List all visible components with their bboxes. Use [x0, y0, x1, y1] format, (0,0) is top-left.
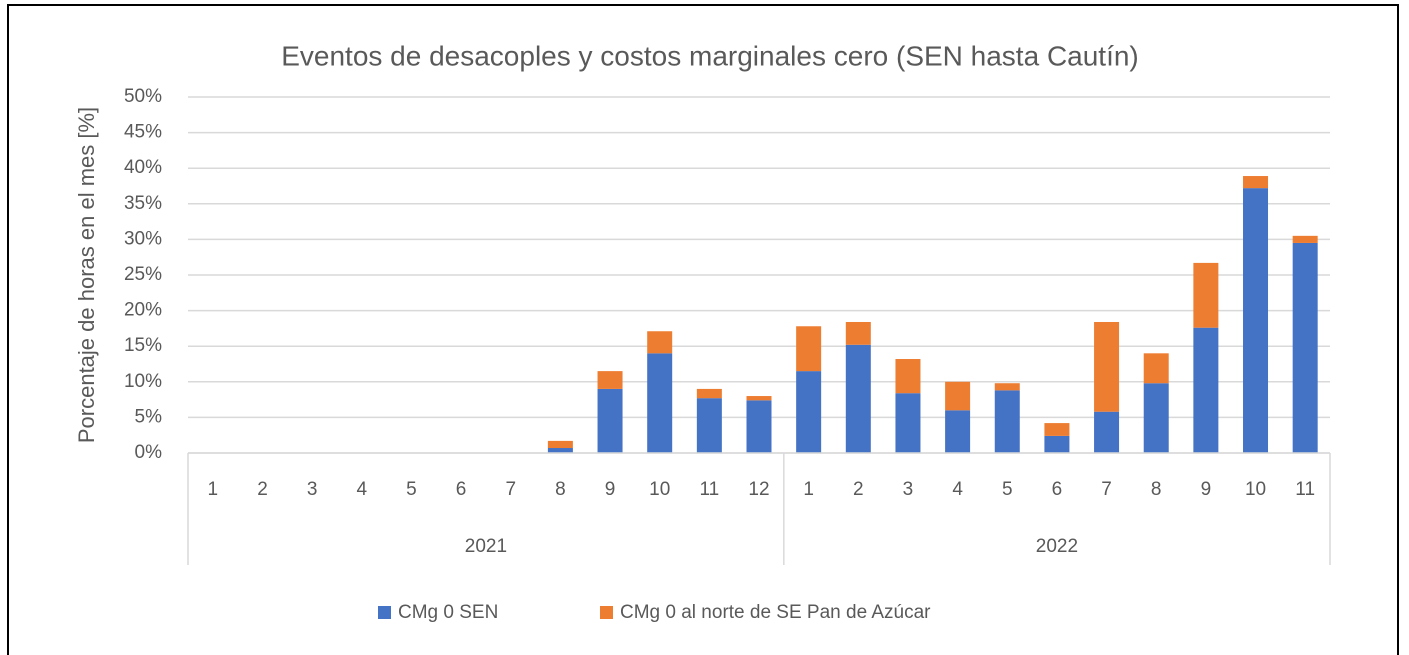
legend-label: CMg 0 al norte de SE Pan de Azúcar	[620, 602, 931, 623]
chart-frame	[7, 4, 1399, 655]
y-tick-label: 25%	[124, 264, 162, 285]
bar-segment	[647, 353, 673, 453]
bar-segment	[845, 321, 871, 345]
bar-segment	[1044, 435, 1070, 453]
y-tick-label: 35%	[124, 193, 162, 214]
bar-segment	[1044, 423, 1070, 436]
x-tick-label: 10	[1245, 479, 1266, 500]
bar-segment	[945, 410, 971, 453]
bar-segment	[1292, 235, 1318, 243]
x-tick-label: 9	[605, 479, 616, 500]
y-tick-label: 10%	[124, 371, 162, 392]
x-tick-label: 11	[1295, 479, 1315, 500]
bar-segment	[796, 326, 822, 372]
x-tick-label: 11	[699, 479, 719, 500]
x-tick-label: 2	[257, 479, 268, 500]
bar-segment	[547, 448, 573, 453]
bar-segment	[1094, 411, 1120, 453]
bar-segment	[895, 359, 921, 394]
bar-segment	[1243, 176, 1269, 189]
bar-segment	[696, 388, 722, 399]
x-tick-label: 7	[505, 479, 516, 500]
x-tick-label: 12	[748, 479, 769, 500]
bar-segment	[895, 393, 921, 453]
legend-swatch	[600, 606, 613, 619]
bar-segment	[1143, 353, 1169, 384]
x-tick-label: 5	[1002, 479, 1013, 500]
bar-segment	[1193, 262, 1219, 328]
y-tick-label: 0%	[135, 442, 163, 463]
x-tick-label: 6	[456, 479, 467, 500]
y-tick-label: 45%	[124, 122, 162, 143]
bar-segment	[1193, 327, 1219, 453]
y-tick-label: 20%	[124, 300, 162, 321]
chart-title: Eventos de desacoples y costos marginale…	[281, 40, 1139, 71]
x-tick-label: 1	[803, 479, 814, 500]
bar-segment	[1243, 188, 1269, 454]
bar-segment	[994, 390, 1020, 453]
y-tick-label: 40%	[124, 157, 162, 178]
y-tick-label: 30%	[124, 228, 162, 249]
x-tick-label: 7	[1101, 479, 1112, 500]
group-label: 2022	[1036, 536, 1078, 557]
x-tick-label: 9	[1201, 479, 1212, 500]
x-tick-label: 10	[649, 479, 670, 500]
bar-segment	[696, 398, 722, 453]
y-tick-label: 15%	[124, 335, 162, 356]
legend-label: CMg 0 SEN	[398, 602, 498, 623]
bar-segment	[1292, 242, 1318, 453]
y-tick-label: 5%	[135, 406, 163, 427]
bar-segment	[845, 344, 871, 453]
bar-segment	[945, 381, 971, 411]
x-tick-label: 3	[903, 479, 914, 500]
bar-segment	[597, 371, 623, 389]
bar-segment	[547, 440, 573, 449]
x-tick-label: 8	[1151, 479, 1162, 500]
x-tick-label: 3	[307, 479, 318, 500]
x-tick-label: 2	[853, 479, 864, 500]
x-tick-label: 6	[1052, 479, 1063, 500]
group-label: 2021	[465, 536, 507, 557]
x-tick-label: 1	[208, 479, 219, 500]
bar-segment	[994, 383, 1020, 391]
bar-segment	[597, 388, 623, 453]
bar-segment	[1094, 321, 1120, 412]
legend-swatch	[378, 606, 391, 619]
x-tick-label: 5	[406, 479, 417, 500]
x-tick-label: 4	[356, 479, 367, 500]
bar-segment	[647, 331, 673, 354]
y-axis-label: Porcentaje de horas en el mes [%]	[74, 107, 99, 443]
bar-segment	[746, 396, 772, 401]
x-tick-label: 8	[555, 479, 566, 500]
y-tick-label: 50%	[124, 86, 162, 107]
bar-segment	[1143, 383, 1169, 453]
x-tick-label: 4	[952, 479, 963, 500]
bar-segment	[796, 371, 822, 453]
bar-segment	[746, 400, 772, 453]
